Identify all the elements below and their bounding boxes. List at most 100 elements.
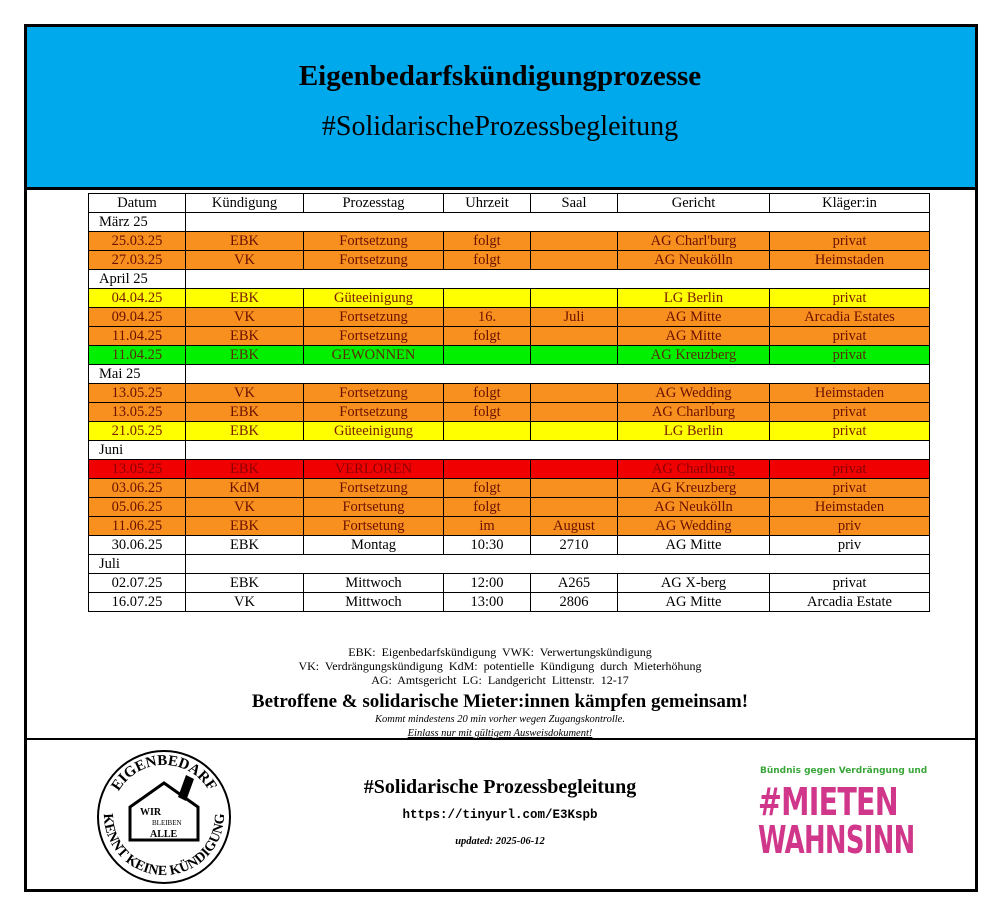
table-cell: Heimstaden [769, 383, 930, 403]
table-cell: 09.04.25 [88, 307, 186, 327]
table-cell: GEWONNEN [303, 345, 444, 365]
table-cell: Fortsetzung [303, 231, 444, 251]
table-cell: 13:00 [443, 592, 531, 612]
logo-text: EIGENBEDARF [109, 753, 220, 794]
table-row: 16.07.25 VK Mittwoch 13:00 2806 AG Mitte Arcad… [88, 592, 930, 612]
section-row: April 25 [88, 269, 930, 289]
table-cell: EBK [185, 421, 304, 441]
table-cell: AG Neukölln [617, 250, 770, 270]
table-cell: EBK [185, 402, 304, 422]
table-cell: Montag [303, 535, 444, 555]
table-cell: 02.07.25 [88, 573, 186, 593]
table-cell: AG Charlb́urg [617, 459, 770, 479]
table-row: 25.03.25 EBK Fortsetzung folgt AG Charl'burg… [88, 231, 930, 251]
table-cell [530, 478, 618, 498]
table-cell [530, 326, 618, 346]
section-blank [185, 364, 930, 384]
table-cell: privat [769, 231, 930, 251]
table-cell: 13.05.25 [88, 459, 186, 479]
column-header: Kündigung [185, 193, 304, 213]
table-row: 03.06.25 KdM Fortsetzung folgt AG Kreuzberg p… [88, 478, 930, 498]
table-cell: 11.04.25 [88, 345, 186, 365]
table-cell [443, 345, 531, 365]
logo-left: EIGENBEDARF KENNT KEINE KÜNDIGUNG WIR BL… [97, 750, 231, 884]
table-cell: 13.05.25 [88, 383, 186, 403]
table-cell: 30.06.25 [88, 535, 186, 555]
table-cell: VERLOREN [303, 459, 444, 479]
table-cell: VK [185, 497, 304, 517]
table-cell: 12:00 [443, 573, 531, 593]
table-cell: Arcadia Estate [769, 592, 930, 612]
table-row: 04.04.25 EBK Güteeinigung LG Berlin privat [88, 288, 930, 308]
table-cell: 16. [443, 307, 531, 327]
table-cell: Güteeinigung [303, 421, 444, 441]
table-cell: Mittwoch [303, 573, 444, 593]
logo-text: ALLE [150, 829, 178, 840]
table-cell: AG Mitte [617, 326, 770, 346]
table-cell: AG Wedding [617, 383, 770, 403]
table-cell: folgt [443, 478, 531, 498]
table-cell: 21.05.25 [88, 421, 186, 441]
section-blank [185, 554, 930, 574]
table-cell [530, 402, 618, 422]
table-cell: AG Mitte [617, 592, 770, 612]
table-cell: privat [769, 421, 930, 441]
logo-text: WIR [140, 807, 162, 818]
slogan: Betroffene & solidarische Mieter:innen k… [251, 691, 749, 712]
table-row: 30.06.25 EBK Montag 10:30 2710 AG Mitte priv [88, 535, 930, 555]
table-cell: EBK [185, 326, 304, 346]
table-cell: 13.05.25 [88, 402, 186, 422]
schedule-table: Datum Kündigung Prozesstag Uhrzeit Saal Geric… [88, 193, 930, 612]
logo-ring [97, 750, 231, 884]
legend-line: EBK: Eigenbedarfskündigung VWK: Verwertu… [348, 645, 652, 659]
header-row: Datum Kündigung Prozesstag Uhrzeit Saal Geric… [88, 193, 930, 213]
table-cell: Fortsetzung [303, 250, 444, 270]
table-cell: AG Kreuzberg [617, 478, 770, 498]
table-cell [530, 497, 618, 517]
table-cell: AG Kreuzberg [617, 345, 770, 365]
table-cell: Fortsetzung [303, 478, 444, 498]
title: Eigenbedarfskündigungprozesse [298, 60, 702, 92]
table-cell: VK [185, 592, 304, 612]
table-row: 02.07.25 EBK Mittwoch 12:00 A265 AG X-berg pri… [88, 573, 930, 593]
table-cell: privat [769, 402, 930, 422]
table-row: 13.05.25 VK Fortsetzung folgt AG Wedding Heim… [88, 383, 930, 403]
table-cell: EBK [185, 459, 304, 479]
logo-line: WAHNSINN [758, 818, 915, 862]
table-cell: EBK [185, 535, 304, 555]
table-row: 13.05.25 EBK Fortsetzung folgt AG Charlb́urg… [88, 402, 930, 422]
table-row: 11.06.25 EBK Fortsetung im August AG Wedding p… [88, 516, 930, 536]
table-cell: EBK [185, 345, 304, 365]
table-cell: privat [769, 345, 930, 365]
table-cell: privat [769, 459, 930, 479]
table-cell: LG Berlin [617, 421, 770, 441]
table-cell: privat [769, 288, 930, 308]
section-label: März 25 [88, 212, 186, 232]
table-cell: priv [769, 516, 930, 536]
table-row: 05.06.25 VK Fortsetung folgt AG Neukölln Heim… [88, 497, 930, 517]
table-cell: Fortsetzung [303, 402, 444, 422]
table-cell: privat [769, 326, 930, 346]
section-row: Juli [88, 554, 930, 574]
table-cell: Fortsetzung [303, 383, 444, 403]
table-cell: AG Neukölln [617, 497, 770, 517]
table-cell: LG Berlin [617, 288, 770, 308]
header [27, 27, 975, 190]
table-cell: Fortsetung [303, 497, 444, 517]
table-cell: 2806 [530, 592, 618, 612]
table-row: 11.04.25 EBK GEWONNEN AG Kreuzberg privat [88, 345, 930, 365]
table-cell: EBK [185, 231, 304, 251]
table-cell: EBK [185, 288, 304, 308]
table-cell: folgt [443, 250, 531, 270]
table-cell: priv [769, 535, 930, 555]
section-label: Juli [88, 554, 186, 574]
logo-line: #MIETEN [758, 780, 899, 824]
table-row: 11.04.25 EBK Fortsetzung folgt AG Mitte priva… [88, 326, 930, 346]
table-cell: AG Charl'burg [617, 231, 770, 251]
table-cell: 2710 [530, 535, 618, 555]
note: Kommt mindestens 20 min vorher wegen Zug… [375, 714, 625, 725]
table-cell [530, 421, 618, 441]
updated: updated: 2025-06-12 [455, 836, 545, 847]
legend-line: VK: Verdrängungskündigung KdM: potentiel… [298, 659, 702, 673]
